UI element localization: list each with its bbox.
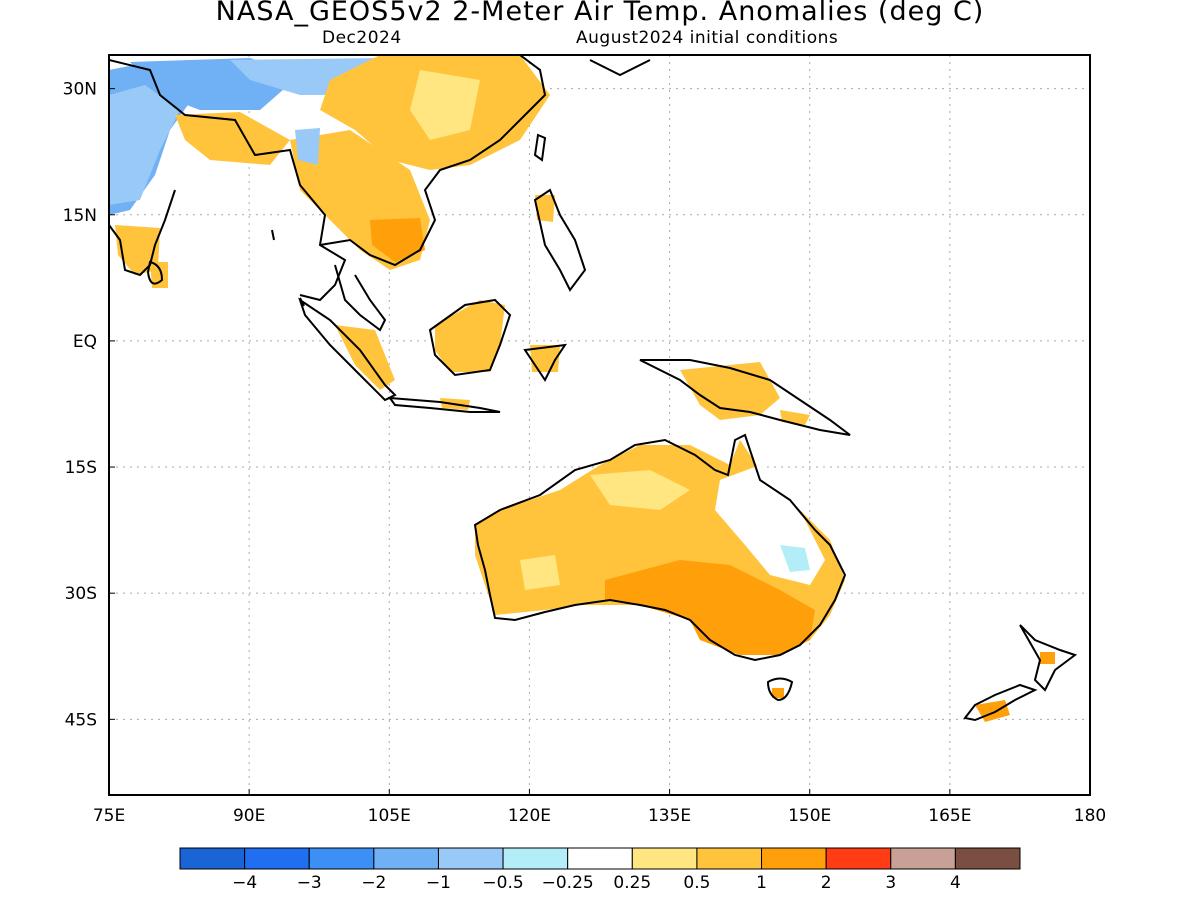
longitude-tick-label: 90E <box>233 806 265 826</box>
colorbar-swatch <box>696 847 763 870</box>
colorbar-swatch <box>567 847 633 870</box>
nz-south-island <box>963 683 1038 722</box>
indochina-strong-warm <box>370 218 425 262</box>
colorbar-swatch <box>179 847 246 870</box>
colorbar-label: 4 <box>950 873 961 893</box>
srilanka-warm <box>150 262 168 288</box>
sulawesi <box>523 343 568 382</box>
longitude-tick-label: 150E <box>788 806 831 826</box>
india-slightly-cool-anomaly <box>109 85 180 205</box>
philippines-warm <box>535 195 555 222</box>
colorbar-label: −0.5 <box>482 873 523 893</box>
australia-coast <box>473 433 847 662</box>
longitude-tick-label: 75E <box>93 806 125 826</box>
anomaly-shading <box>109 55 1055 722</box>
borneo <box>428 298 512 377</box>
china-light-warm <box>410 70 480 140</box>
colorbar-label: 0.25 <box>613 873 651 893</box>
australia-central-light-warm <box>520 555 560 590</box>
india-west-coast <box>109 189 176 277</box>
tasmania-warm <box>772 688 784 698</box>
japan-edge <box>589 59 651 77</box>
tasmania <box>766 677 794 702</box>
myanmar-cool <box>295 128 320 165</box>
forecast-month-label: Dec2024 <box>322 28 402 48</box>
colorbar-swatch <box>761 847 827 870</box>
colorbar-swatch <box>954 847 1021 870</box>
longitude-tick-label: 180 <box>1074 806 1106 826</box>
latitude-tick-label: 30N <box>63 80 97 100</box>
colorbar-swatch <box>373 847 439 870</box>
latitude-tick-label: 45S <box>65 710 97 730</box>
australia-north-light-warm <box>590 470 690 510</box>
sri-bay-islands <box>271 229 305 307</box>
new-guinea <box>639 359 851 436</box>
nz-north-island <box>1019 624 1078 692</box>
himalaya-warm <box>175 112 290 165</box>
colorbar-swatch <box>244 847 310 870</box>
longitude-tick-label: 165E <box>928 806 971 826</box>
map-frame <box>108 54 1091 796</box>
latitude-tick-label: 15N <box>63 206 97 226</box>
java <box>387 396 501 413</box>
colorbar-swatch <box>631 847 698 870</box>
latitude-tick-labels: 30N 15N EQ 15S 30S 45S <box>63 80 115 730</box>
colorbar-swatch <box>890 847 956 870</box>
longitude-tick-labels: 75E 90E 105E 120E 135E 150E 165E 180 <box>93 789 1106 826</box>
map-title: NASA_GEOS5v2 2-Meter Air Temp. Anomalies… <box>215 0 985 27</box>
longitude-tick-label: 135E <box>648 806 691 826</box>
borneo-warm-anomaly <box>435 300 505 372</box>
colorbar-label: 1 <box>756 873 767 893</box>
longitude-tick-label: 105E <box>368 806 411 826</box>
colorbar-label: −3 <box>297 873 322 893</box>
colorbar-labels: −4 −3 −2 −1 −0.5 −0.25 0.25 0.5 1 2 3 4 <box>232 873 961 893</box>
south-asia-coastline <box>109 59 347 302</box>
coastlines <box>109 55 1078 722</box>
latitude-tick-label: 15S <box>65 458 97 478</box>
longitude-tick-label: 120E <box>508 806 551 826</box>
colorbar-swatch <box>308 847 375 870</box>
colorbar-swatch <box>437 847 504 870</box>
indochina-coast <box>319 55 547 267</box>
colorbar-label: −2 <box>361 873 386 893</box>
colorbar-label: −4 <box>232 873 257 893</box>
colorbar-label: 0.5 <box>683 873 710 893</box>
colorbar-label: 3 <box>885 873 896 893</box>
queensland-cool-spots <box>780 545 810 572</box>
colorbar-label: −0.25 <box>542 873 594 893</box>
initial-conditions-label: August2024 initial conditions <box>576 28 839 48</box>
colorbar-swatch <box>825 847 892 870</box>
colorbar-label: −1 <box>426 873 451 893</box>
taiwan <box>533 133 547 162</box>
latitude-tick-label: EQ <box>73 332 97 352</box>
latitude-tick-label: 30S <box>65 584 97 604</box>
colorbar-label: 2 <box>821 873 832 893</box>
nz-north-warm <box>1040 652 1055 664</box>
south-india-warm-anomaly <box>115 225 160 275</box>
philippines <box>533 188 587 292</box>
map-gridlines <box>109 55 1090 795</box>
australia-south-strong-warm <box>605 560 815 655</box>
sri-lanka <box>146 260 164 285</box>
colorbar-swatch <box>502 847 569 870</box>
colorbar <box>179 847 1021 870</box>
malay-peninsula <box>334 264 387 332</box>
